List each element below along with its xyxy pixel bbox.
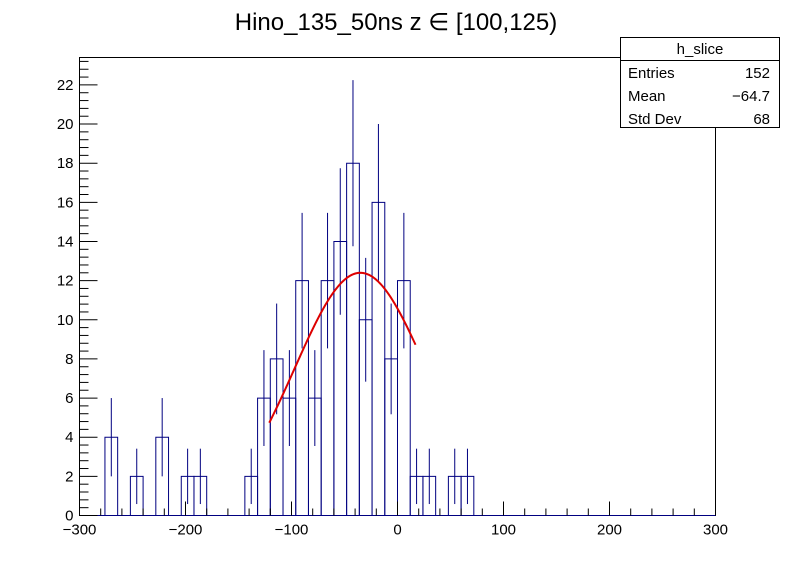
y-tick-label: 4	[65, 429, 73, 446]
y-tick-label: 2	[65, 468, 73, 485]
x-tick-label: −100	[275, 522, 309, 539]
chart-title: Hino_135_50ns z ∈ [100,125)	[235, 9, 557, 36]
stats-mean-label: Mean	[628, 88, 666, 105]
y-tick-label: 12	[57, 273, 74, 290]
stats-stddev-label: Std Dev	[628, 111, 682, 128]
y-tick-label: 0	[65, 508, 73, 525]
y-tick-label: 16	[57, 194, 74, 211]
x-tick-label: 200	[597, 522, 622, 539]
histogram-bins	[79, 162, 716, 516]
y-tick-label: 8	[65, 351, 73, 368]
stats-box-frame	[620, 37, 780, 128]
axes: −300 −200 −100 0 100 200 300 0 2 4 6 8 10 12 14 16 18 20 2…	[57, 60, 728, 539]
x-tick-label: 300	[703, 522, 728, 539]
x-tick-label: 100	[491, 522, 516, 539]
stats-entries-value: 152	[745, 65, 770, 82]
stats-entries-label: Entries	[628, 65, 675, 82]
x-tick-label: 0	[393, 522, 401, 539]
y-tick-label: 18	[57, 155, 74, 172]
stats-stddev-value: 68	[753, 111, 770, 128]
stats-mean-value: −64.7	[732, 88, 770, 105]
error-bars	[110, 80, 468, 505]
y-tick-label: 20	[57, 116, 74, 133]
y-tick-label: 10	[57, 312, 74, 329]
gaussian-fit-curve	[268, 271, 417, 424]
y-tick-label: 14	[57, 233, 74, 250]
stats-box: h_slice Entries 152 Mean −64.7 Std Dev 6…	[620, 37, 780, 128]
x-tick-label: −200	[169, 522, 203, 539]
y-tick-label: 22	[57, 77, 74, 94]
stats-box-name: h_slice	[677, 41, 724, 58]
x-tick-label: −300	[63, 522, 97, 539]
y-tick-label: 6	[65, 390, 73, 407]
